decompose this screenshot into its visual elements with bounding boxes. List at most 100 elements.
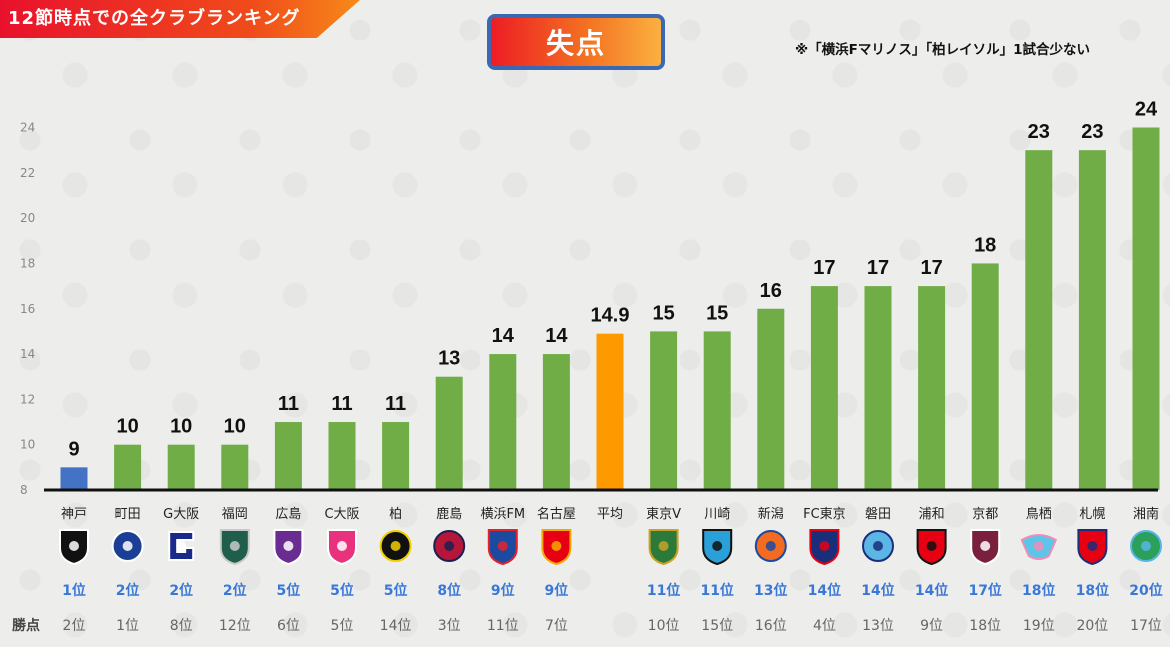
points-rank-label: 19位 (1023, 618, 1055, 634)
bar-value-label: 9 (68, 438, 79, 460)
points-rank-label: 20位 (1076, 618, 1108, 634)
tokyo-verdy-crest (648, 529, 679, 566)
conceded-rank-label: 9位 (491, 582, 515, 599)
conceded-rank-label: 2位 (223, 582, 247, 599)
bar (1025, 150, 1053, 490)
conceded-rank-label: 18位 (1076, 582, 1109, 599)
bar (864, 286, 892, 490)
conceded-rank-label: 18位 (1022, 582, 1055, 599)
bar-value-label: 14.9 (591, 305, 630, 327)
vissel-kobe-crest (59, 529, 89, 566)
bar-value-label: 15 (652, 302, 674, 324)
bar (757, 308, 785, 490)
points-rank-label: 8位 (170, 618, 193, 634)
conceded-rank-label: 13位 (754, 582, 787, 599)
y-tick-label: 16 (20, 302, 35, 316)
points-rank-label: 18位 (969, 618, 1001, 634)
albirex-niigata-crest (754, 530, 787, 562)
conceded-rank-label: 14位 (915, 582, 948, 599)
kashima-antlers-crest (433, 530, 466, 562)
points-rank-label: 16位 (755, 618, 787, 634)
points-rank-label: 15位 (701, 618, 733, 634)
points-rank-label: 2位 (63, 618, 86, 634)
conceded-rank-label: 8位 (437, 582, 461, 599)
bar (542, 354, 570, 490)
cerezo-osaka-crest (327, 529, 357, 566)
fc-tokyo-crest (809, 529, 840, 566)
x-tick-label: 川崎 (704, 507, 730, 522)
bar (596, 333, 624, 490)
bar (167, 444, 195, 490)
bar (60, 467, 88, 490)
x-tick-label: C大阪 (324, 507, 359, 522)
kawasaki-frontale-crest (702, 529, 733, 566)
bar (274, 422, 302, 490)
bar (1078, 150, 1106, 490)
y-tick-label: 22 (20, 166, 35, 180)
points-rank-label: 17位 (1130, 618, 1162, 634)
kyoto-sanga-crest (970, 529, 1001, 566)
x-tick-label: 鹿島 (436, 506, 462, 522)
x-tick-label: 平均 (597, 507, 623, 522)
points-rank-label: 3位 (438, 618, 461, 634)
bar-value-label: 10 (116, 416, 138, 438)
x-tick-label: 福岡 (222, 507, 248, 522)
y-tick-label: 10 (20, 438, 35, 452)
gamba-osaka-crest (168, 531, 195, 561)
bar-value-label: 18 (974, 234, 996, 256)
x-tick-label: G大阪 (163, 507, 199, 522)
x-tick-label: 東京V (646, 506, 681, 522)
bar (435, 376, 463, 490)
conceded-rank-label: 2位 (116, 582, 140, 599)
bar-value-label: 15 (706, 302, 728, 324)
x-tick-label: 横浜FM (480, 507, 525, 522)
ranking-banner: 12節時点での全クラブランキング (0, 0, 360, 38)
bar-value-label: 24 (1135, 99, 1158, 121)
y-tick-label: 14 (20, 347, 35, 361)
bar (221, 444, 249, 490)
bar-value-label: 23 (1028, 121, 1050, 143)
banner-text: 12節時点での全クラブランキング (8, 8, 301, 29)
x-tick-label: 磐田 (865, 507, 891, 522)
x-tick-label: 浦和 (919, 507, 945, 522)
y-tick-label: 8 (20, 483, 28, 497)
conceded-rank-label: 20位 (1129, 582, 1162, 599)
urawa-reds-crest (916, 529, 947, 566)
y-tick-label: 20 (20, 211, 35, 225)
bar (328, 422, 356, 490)
bar-value-label: 10 (170, 416, 192, 438)
points-rank-label: 12位 (219, 618, 251, 634)
x-tick-label: 鳥栖 (1026, 507, 1052, 522)
x-tick-label: FC東京 (803, 506, 846, 522)
bar (114, 444, 142, 490)
x-tick-label: 京都 (972, 507, 998, 522)
conceded-rank-label: 11位 (700, 582, 733, 599)
x-tick-label: 神戸 (61, 507, 87, 522)
points-rank-label: 9位 (920, 618, 943, 634)
points-rank-label: 14位 (380, 618, 412, 634)
conceded-rank-label: 9位 (545, 582, 569, 599)
x-tick-label: 広島 (275, 507, 301, 522)
conceded-rank-label: 5位 (330, 582, 354, 599)
points-rank-label: 10位 (648, 618, 680, 634)
match-count-note: ※「横浜Fマリノス」「柏レイソル」1試合少ない (795, 42, 1090, 58)
bar-value-label: 11 (385, 393, 406, 415)
sanfrecce-hiroshima-crest (273, 529, 304, 566)
kashiwa-reysol-crest (379, 530, 412, 562)
x-tick-label: 名古屋 (537, 506, 576, 522)
consadole-sapporo-crest (1077, 529, 1108, 566)
conceded-rank-label: 14位 (808, 582, 841, 599)
bar-value-label: 17 (920, 257, 942, 279)
points-rank-label: 4位 (813, 618, 836, 634)
x-tick-label: 柏 (389, 507, 402, 522)
bar (382, 422, 410, 490)
bar-value-label: 17 (867, 257, 889, 279)
points-row-header: 勝点 (12, 617, 40, 634)
points-rank-label: 7位 (545, 618, 568, 634)
bar-value-label: 11 (278, 393, 299, 415)
machida-zelvia-crest (111, 530, 144, 562)
avispa-fukuoka-crest (219, 529, 250, 566)
chart-title-box: 失点 (487, 14, 665, 70)
conceded-rank-label: 11位 (647, 582, 680, 599)
